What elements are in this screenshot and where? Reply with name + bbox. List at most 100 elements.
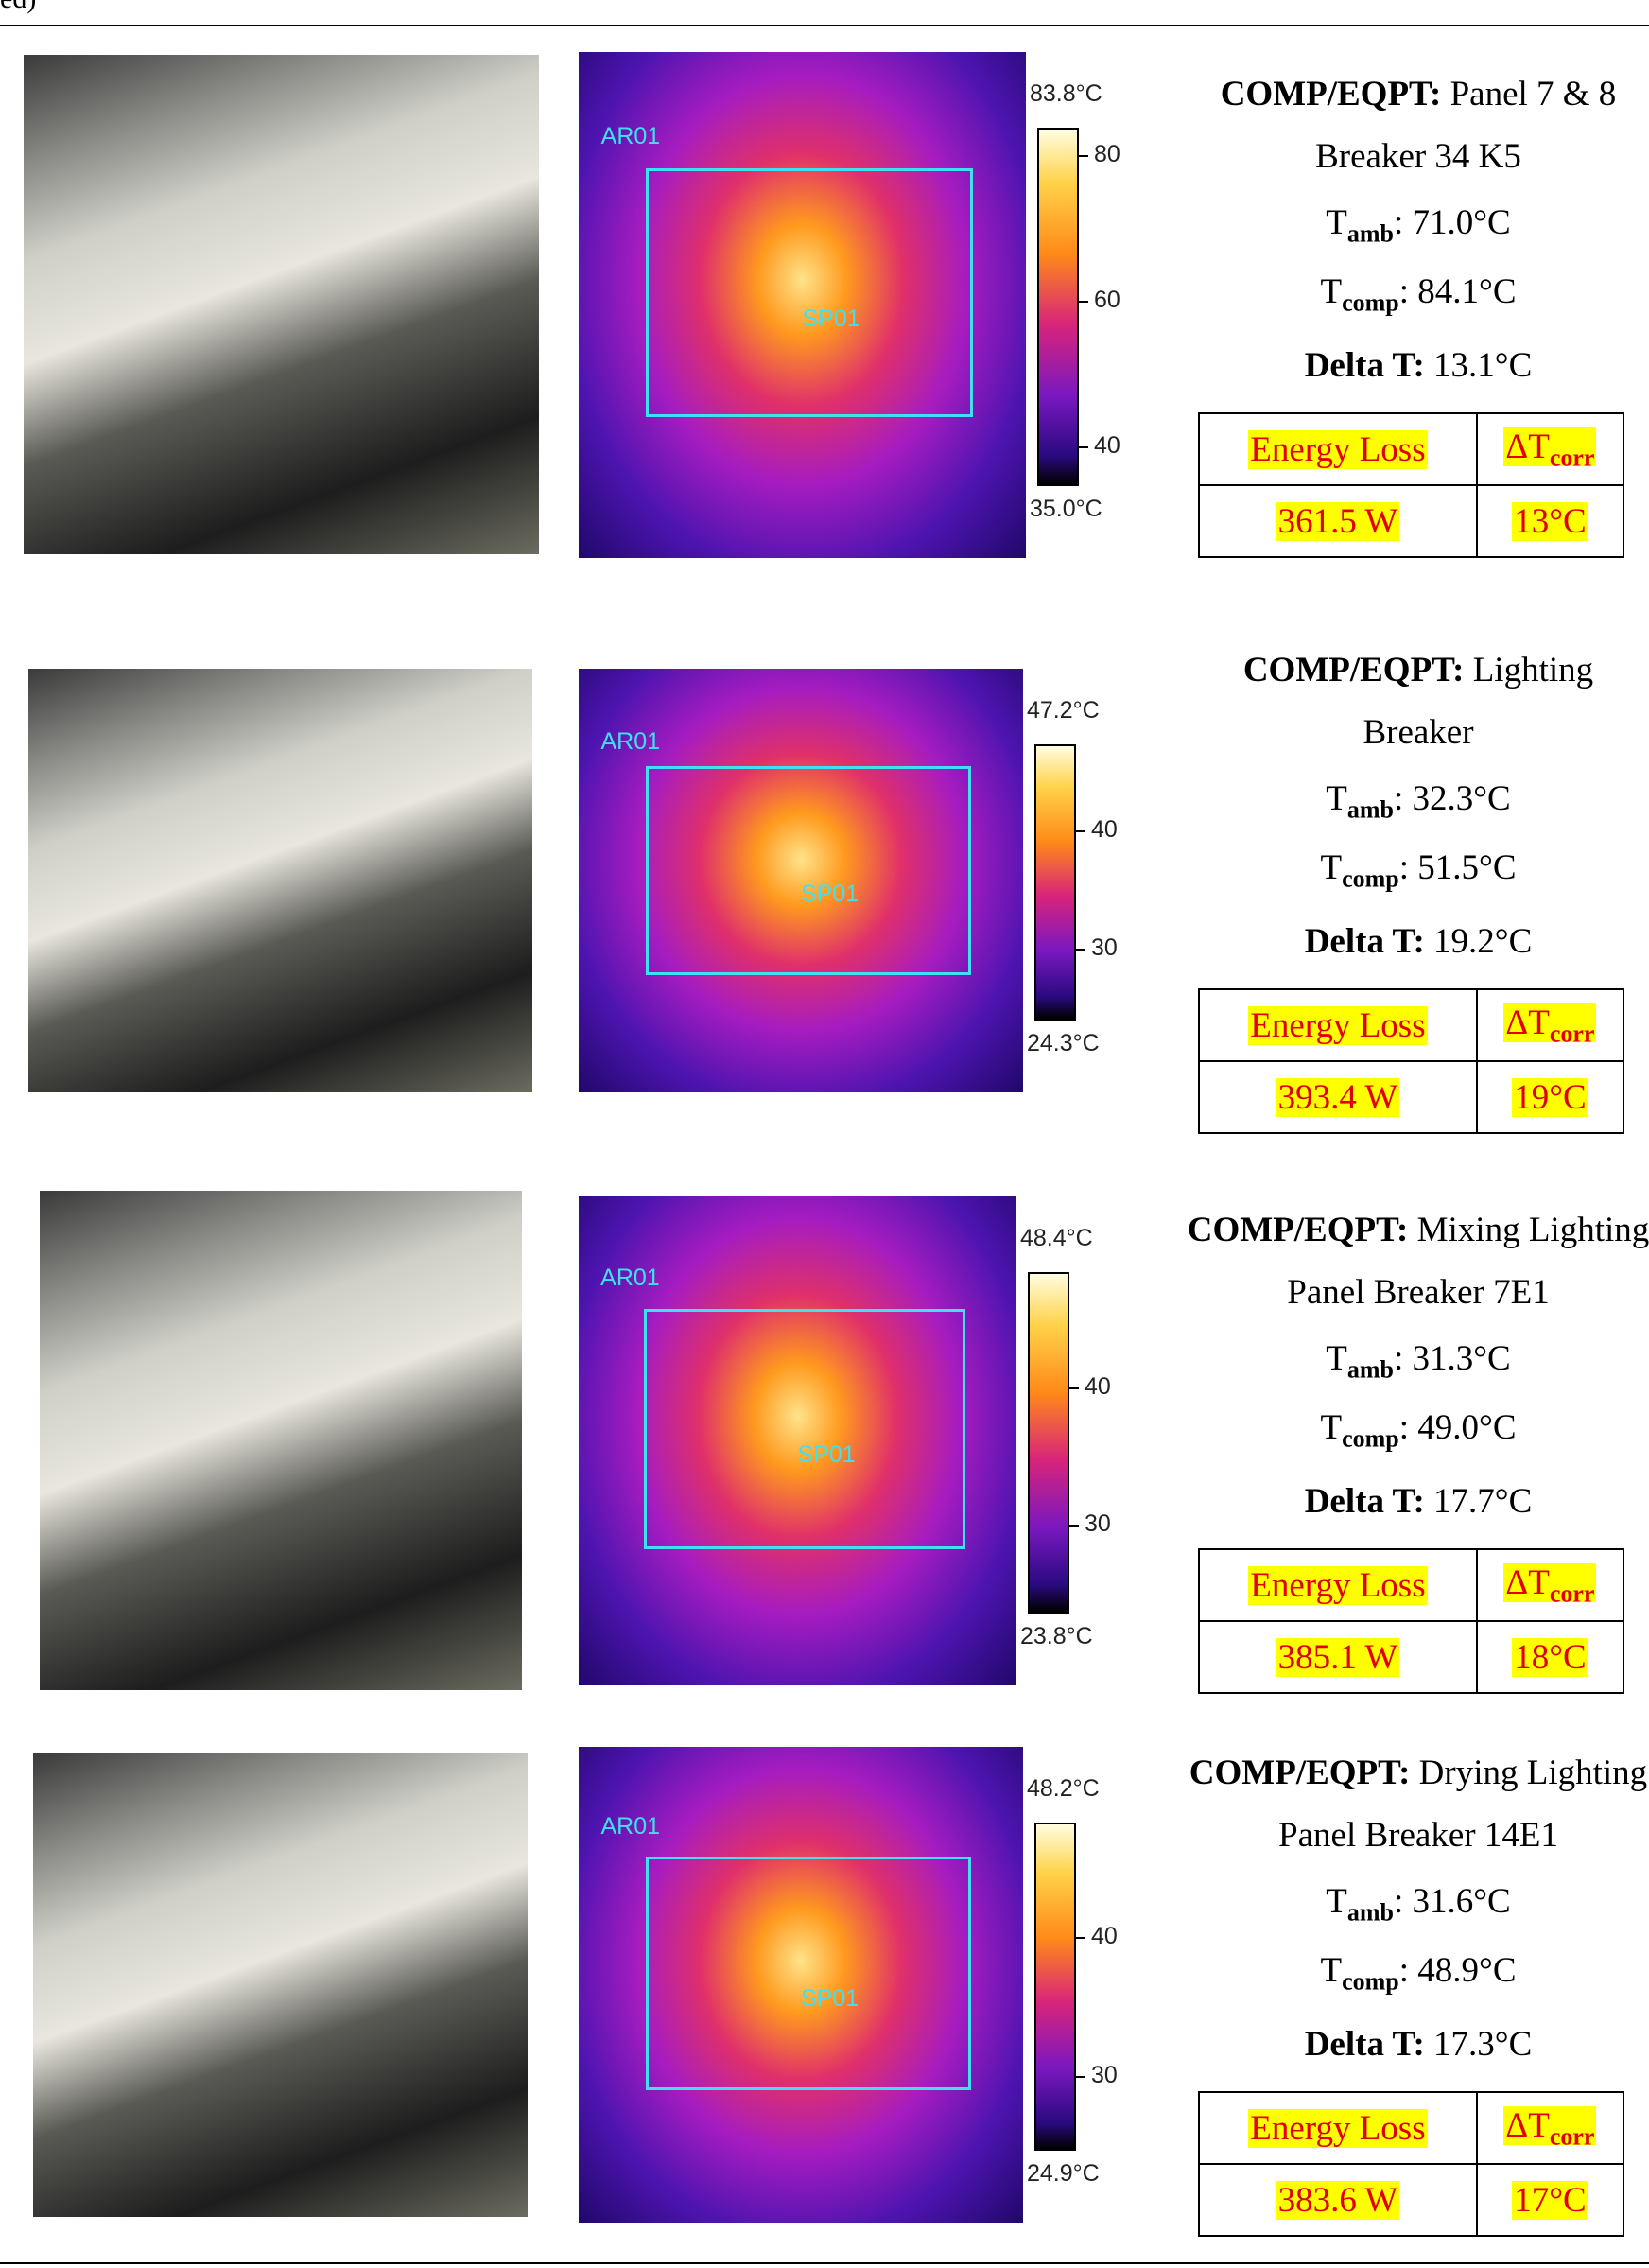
value-cell: 17°C — [1475, 2163, 1625, 2237]
temp-symbol: T — [1320, 1408, 1343, 1447]
comp-text: Drying Lighting — [1418, 1753, 1648, 1792]
table-value: 385.1 W — [1276, 1637, 1400, 1677]
scale-max: 47.2°C — [1027, 697, 1100, 724]
temp-line: Tcomp: 84.1°C — [1154, 271, 1649, 317]
comp-text: Lighting — [1472, 651, 1594, 689]
temp-sub: amb — [1346, 219, 1394, 248]
temp-value: : 31.6°C — [1393, 1882, 1511, 1921]
scale-min: 35.0°C — [1030, 496, 1102, 522]
scale-tick — [1069, 1525, 1079, 1527]
thermal-image: AR01 SP01 — [579, 52, 1026, 558]
header-row: Energy Loss ΔTcorr — [1198, 988, 1625, 1062]
temp-value: : 32.3°C — [1393, 779, 1511, 818]
value-cell: 393.4 W — [1198, 1060, 1478, 1134]
result-table: Energy Loss ΔTcorr 393.4 W 19°C — [1198, 988, 1625, 1134]
scale-tick — [1079, 445, 1088, 448]
temp-symbol: T — [1320, 848, 1343, 887]
delta-label: Delta T: — [1304, 346, 1425, 385]
dt-symbol: ΔT — [1505, 2105, 1550, 2145]
scale-tick — [1076, 2075, 1085, 2078]
comp-line2: Panel Breaker 14E1 — [1278, 1816, 1558, 1855]
temp-line: Tcomp: 48.9°C — [1154, 1950, 1649, 1996]
area-label: AR01 — [600, 1813, 661, 1841]
scale-tick-label: 40 — [1091, 1922, 1118, 1949]
scale-max: 83.8°C — [1030, 80, 1102, 107]
photo — [33, 1753, 528, 2217]
scale-tick — [1076, 949, 1085, 951]
scale-bar — [1034, 744, 1076, 1021]
temp-sub: amb — [1346, 1898, 1394, 1927]
energy-header: Energy Loss — [1248, 1005, 1428, 1045]
table-value: 13°C — [1512, 501, 1588, 541]
area-box — [645, 168, 974, 417]
temp-value: : 51.5°C — [1398, 848, 1517, 887]
delta-label: Delta T: — [1304, 1482, 1425, 1521]
header-fragment: ed) — [0, 0, 36, 15]
temp-sub: comp — [1342, 1424, 1399, 1453]
area-label: AR01 — [600, 1265, 660, 1292]
temp-line: Tamb: 31.3°C — [1154, 1338, 1649, 1384]
table-value: 18°C — [1512, 1637, 1588, 1677]
scale-bar — [1028, 1272, 1069, 1614]
thermal-image: AR01 SP01 — [579, 1747, 1023, 2223]
temp-sub: amb — [1346, 1355, 1394, 1384]
comp-line2: Panel Breaker 7E1 — [1287, 1273, 1550, 1312]
scale-tick — [1076, 1936, 1085, 1939]
temp-symbol: T — [1326, 1882, 1347, 1921]
temp-line: Tcomp: 51.5°C — [1154, 847, 1649, 893]
header-row: Energy Loss ΔTcorr — [1198, 2091, 1625, 2165]
temp-symbol: T — [1326, 1339, 1347, 1378]
delta-value: 19.2°C — [1433, 922, 1533, 961]
header-cell: ΔTcorr — [1475, 1548, 1625, 1622]
header-cell: Energy Loss — [1198, 1548, 1478, 1622]
scale-tick — [1079, 300, 1088, 303]
comp-text: Mixing Lighting — [1416, 1211, 1649, 1249]
temp-symbol: T — [1326, 779, 1347, 818]
scale-tick-label: 30 — [1091, 2061, 1118, 2088]
comp-line: COMP/EQPT: Panel 7 & 8 — [1154, 74, 1649, 114]
energy-header: Energy Loss — [1248, 2108, 1428, 2148]
temp-line: Tamb: 32.3°C — [1154, 778, 1649, 824]
thermal-image: AR01 SP01 — [579, 1196, 1016, 1685]
temp-line: Tamb: 31.6°C — [1154, 1881, 1649, 1927]
comp-label: COMP/EQPT: — [1220, 75, 1442, 113]
scale-tick-label: 60 — [1094, 286, 1120, 313]
table-value: 17°C — [1512, 2180, 1588, 2220]
value-cell: 13°C — [1475, 484, 1625, 558]
scale-tick-label: 40 — [1094, 431, 1120, 459]
value-cell: 18°C — [1475, 1620, 1625, 1694]
scale-tick-label: 40 — [1085, 1372, 1111, 1400]
area-label: AR01 — [600, 122, 661, 149]
header-cell: Energy Loss — [1198, 988, 1478, 1062]
spot-label: SP01 — [802, 305, 860, 332]
thermal-image: AR01 SP01 — [579, 669, 1023, 1092]
spot-label: SP01 — [801, 881, 859, 907]
scale-max: 48.2°C — [1027, 1775, 1100, 1802]
value-row: 385.1 W 18°C — [1198, 1620, 1625, 1694]
result-table: Energy Loss ΔTcorr 385.1 W 18°C — [1198, 1548, 1625, 1694]
delta-label: Delta T: — [1304, 2025, 1425, 2064]
result-table: Energy Loss ΔTcorr 383.6 W 17°C — [1198, 2091, 1625, 2237]
dt-header: ΔTcorr — [1503, 1003, 1597, 1047]
delta-line: Delta T: 13.1°C — [1154, 345, 1649, 386]
top-rule — [0, 25, 1649, 26]
header-row: Energy Loss ΔTcorr — [1198, 1548, 1625, 1622]
spot-label: SP01 — [797, 1440, 856, 1468]
delta-line: Delta T: 17.7°C — [1154, 1481, 1649, 1522]
photo — [40, 1191, 522, 1690]
comp-line: COMP/EQPT: Drying Lighting — [1154, 1753, 1649, 1793]
value-row: 361.5 W 13°C — [1198, 484, 1625, 558]
dt-symbol: ΔT — [1505, 427, 1550, 466]
scale-min: 24.9°C — [1027, 2160, 1100, 2187]
dt-header: ΔTcorr — [1503, 427, 1597, 471]
delta-label: Delta T: — [1304, 922, 1425, 961]
dt-sub: corr — [1549, 1579, 1595, 1608]
dt-header: ΔTcorr — [1503, 2105, 1597, 2150]
delta-value: 17.7°C — [1433, 1482, 1533, 1521]
delta-value: 17.3°C — [1433, 2025, 1533, 2064]
comp-text: Panel 7 & 8 — [1449, 75, 1617, 113]
scale-tick-label: 40 — [1091, 815, 1118, 843]
header-cell: ΔTcorr — [1475, 2091, 1625, 2165]
area-label: AR01 — [600, 727, 661, 755]
